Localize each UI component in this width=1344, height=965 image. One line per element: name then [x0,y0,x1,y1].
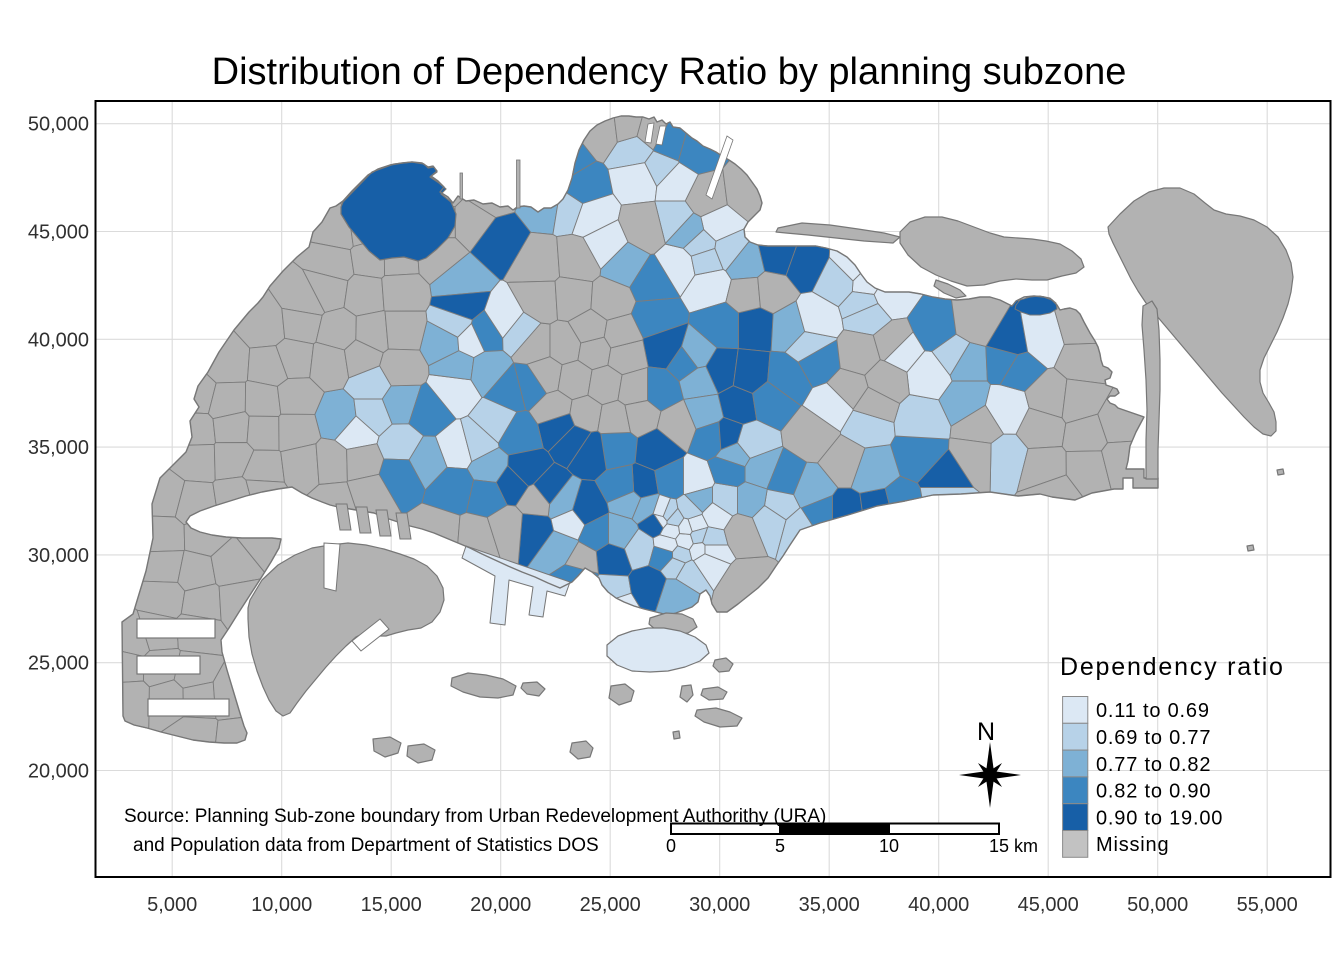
svg-text:Distribution of Dependency Rat: Distribution of Dependency Ratio by plan… [212,51,1127,93]
svg-text:25,000: 25,000 [28,653,89,675]
svg-text:30,000: 30,000 [689,894,750,916]
svg-text:5,000: 5,000 [147,894,197,916]
svg-text:0.90 to 19.00: 0.90 to 19.00 [1096,807,1223,829]
svg-text:5: 5 [775,836,785,856]
svg-text:0.82 to 0.90: 0.82 to 0.90 [1096,781,1211,803]
svg-text:Source: Planning Sub-zone boun: Source: Planning Sub-zone boundary from … [124,806,826,827]
svg-text:N: N [977,718,995,746]
svg-text:Dependency ratio: Dependency ratio [1060,653,1285,681]
svg-text:15 km: 15 km [989,836,1038,856]
svg-text:25,000: 25,000 [580,894,641,916]
svg-text:40,000: 40,000 [908,894,969,916]
svg-text:35,000: 35,000 [799,894,860,916]
svg-text:0.11 to 0.69: 0.11 to 0.69 [1096,700,1210,722]
svg-text:Missing: Missing [1096,834,1169,856]
svg-text:0: 0 [666,836,676,856]
svg-text:45,000: 45,000 [28,222,89,244]
svg-text:55,000: 55,000 [1237,894,1298,916]
svg-text:50,000: 50,000 [1127,894,1188,916]
svg-text:0.69 to 0.77: 0.69 to 0.77 [1096,727,1211,749]
svg-text:45,000: 45,000 [1018,894,1079,916]
svg-text:and Population data from Depar: and Population data from Department of S… [133,835,599,856]
svg-text:40,000: 40,000 [28,329,89,351]
svg-text:15,000: 15,000 [361,894,422,916]
svg-text:30,000: 30,000 [28,545,89,567]
svg-text:50,000: 50,000 [28,114,89,136]
svg-text:0.77 to 0.82: 0.77 to 0.82 [1096,754,1211,776]
svg-text:10: 10 [879,836,899,856]
svg-text:35,000: 35,000 [28,437,89,459]
svg-text:10,000: 10,000 [251,894,312,916]
svg-text:20,000: 20,000 [28,761,89,783]
svg-text:20,000: 20,000 [470,894,531,916]
